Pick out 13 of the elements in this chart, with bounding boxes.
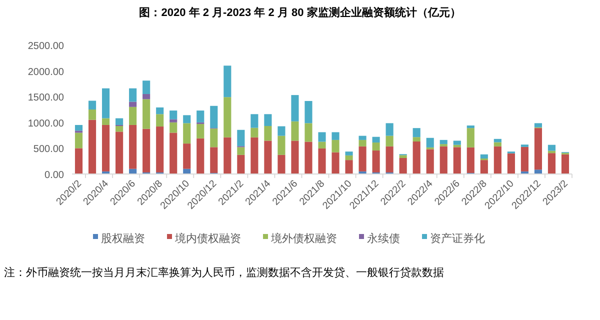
- y-tick-label: 1500.00: [28, 92, 64, 104]
- legend-label: 境外债权融资: [270, 232, 337, 245]
- legend-label: 永续债: [367, 232, 400, 245]
- y-tick-label: 1000.00: [28, 118, 64, 130]
- chart-title: 图：2020 年 2 月-2023 年 2 月 80 家监测企业融资额统计（亿元）: [139, 6, 461, 19]
- y-tick-label: 500.00: [33, 144, 64, 156]
- legend-label: 股权融资: [101, 233, 145, 245]
- y-tick-label: 2500.00: [28, 41, 64, 52]
- legend-label: 境内债权融资: [174, 232, 241, 245]
- legend-label: 资产证券化: [430, 232, 485, 245]
- y-tick-label: 2000.00: [28, 66, 64, 78]
- y-tick-label: 0.00: [44, 170, 64, 181]
- text: 注：外币融资统一按当月月末汇率换算为人民币，监测数据不含开发贷、一般银行贷款数据: [4, 266, 444, 279]
